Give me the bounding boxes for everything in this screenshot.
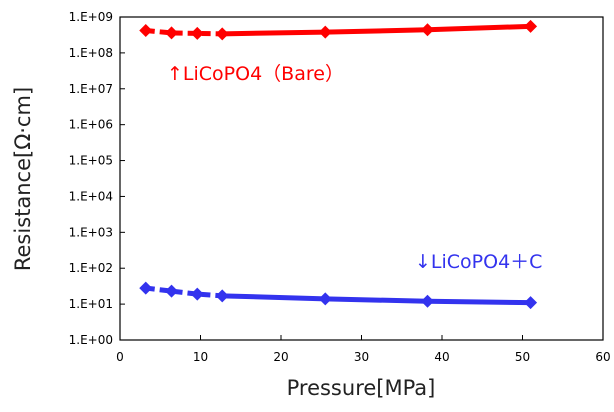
series-0-point <box>139 24 153 38</box>
y-tick-label: 1.E+05 <box>69 154 113 168</box>
series-1-point <box>524 296 538 310</box>
series-0-point <box>421 23 435 37</box>
series-1-point <box>190 287 204 301</box>
series-0-point <box>318 25 332 39</box>
series-0-point <box>190 26 204 40</box>
series-0-point <box>165 26 179 40</box>
series-1-line <box>222 293 531 306</box>
y-tick-label: 1.E+04 <box>69 189 113 203</box>
x-tick-label: 60 <box>595 350 610 364</box>
y-tick-label: 1.E+02 <box>69 261 113 275</box>
y-tick-label: 1.E+09 <box>69 10 113 24</box>
x-tick-label: 0 <box>116 350 124 364</box>
y-tick-label: 1.E+07 <box>69 82 113 96</box>
plot-area <box>119 16 604 341</box>
y-tick-label: 1.E+00 <box>69 333 113 347</box>
y-axis-title: Resistance[Ω·cm] <box>11 87 35 271</box>
x-tick-label: 30 <box>354 350 369 364</box>
series-0-line <box>222 23 531 37</box>
series-0-line-dashed <box>145 28 223 37</box>
y-tick-label: 1.E+06 <box>69 118 113 132</box>
series-1-point <box>165 284 179 298</box>
x-axis-title: Pressure[MPa] <box>287 376 436 400</box>
x-tick-label: 10 <box>193 350 208 364</box>
x-tick-label: 50 <box>515 350 530 364</box>
series-0-point <box>215 27 229 41</box>
series-1-line-dashed <box>145 285 223 299</box>
series-1-point <box>139 281 153 295</box>
annotation-coated: ↓LiCoPO4＋C <box>415 251 542 273</box>
series-0-point <box>524 19 538 33</box>
series-layer <box>139 19 538 310</box>
y-tick-label: 1.E+08 <box>69 46 113 60</box>
annotation-bare: ↑LiCoPO4（Bare） <box>167 63 344 85</box>
y-axis: 1.E+00 1.E+01 1.E+02 1.E+03 1.E+04 1.E+05 1.E+… <box>69 10 125 347</box>
x-tick-label: 40 <box>434 350 449 364</box>
series-1-point <box>215 289 229 303</box>
y-tick-label: 1.E+01 <box>69 297 113 311</box>
y-tick-label: 1.E+03 <box>69 225 113 239</box>
x-tick-label: 20 <box>273 350 288 364</box>
series-1-point <box>318 292 332 306</box>
series-1-point <box>421 294 435 308</box>
x-axis: 0 10 20 30 40 50 60 <box>116 335 611 364</box>
